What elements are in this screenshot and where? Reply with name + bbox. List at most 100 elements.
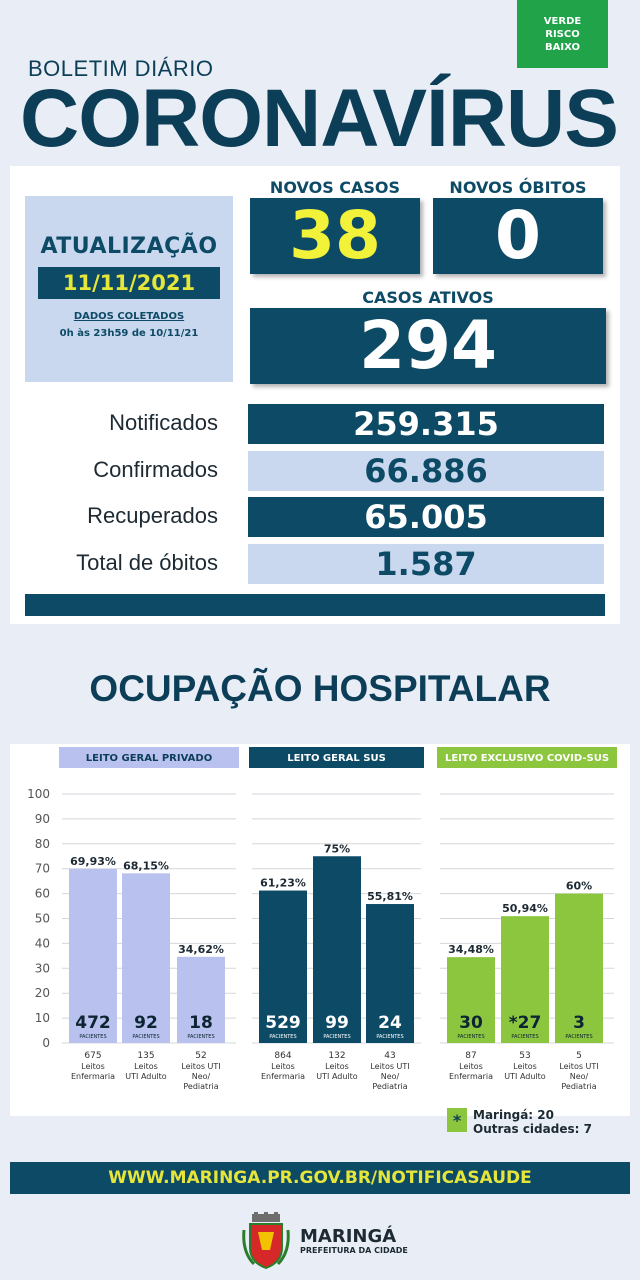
bar-category-label: Leitos bbox=[271, 1062, 295, 1071]
bar-patients-label: PACIENTES bbox=[323, 1034, 350, 1040]
y-tick-label: 20 bbox=[35, 986, 50, 1000]
stat-value: 65.005 bbox=[248, 497, 604, 537]
bar-pct-label: 50,94% bbox=[502, 902, 548, 915]
bar bbox=[69, 868, 117, 1043]
stat-label: Notificados bbox=[109, 410, 218, 435]
risk-line: RISCO bbox=[545, 28, 580, 40]
active-cases-label: CASOS ATIVOS bbox=[362, 288, 494, 307]
update-date: 11/11/2021 bbox=[38, 267, 220, 299]
bar-beds-value: 5 bbox=[576, 1051, 582, 1061]
y-tick-label: 60 bbox=[35, 887, 50, 901]
group-header-label: LEITO EXCLUSIVO COVID-SUS bbox=[445, 753, 609, 764]
new-cases-value: 38 bbox=[250, 198, 420, 274]
group-header-label: LEITO GERAL PRIVADO bbox=[86, 753, 212, 764]
bar-beds-value: 53 bbox=[519, 1051, 530, 1061]
bar-patients-value: 24 bbox=[378, 1013, 402, 1033]
group-header bbox=[437, 747, 617, 768]
bar-category-label: Leitos UTI bbox=[181, 1062, 220, 1071]
bar-category-label: Neo/ bbox=[381, 1072, 400, 1081]
bar-category-label: Leitos UTI bbox=[559, 1062, 598, 1071]
bar bbox=[177, 956, 225, 1043]
risk-line: VERDE bbox=[543, 15, 582, 27]
y-tick-label: 100 bbox=[27, 787, 50, 801]
bar bbox=[259, 890, 307, 1043]
active-cases-value: 294 bbox=[250, 308, 606, 384]
stat-value: 259.315 bbox=[248, 404, 604, 444]
city-entity: PREFEITURA DA CIDADE bbox=[300, 1246, 408, 1255]
bar-patients-label: PACIENTES bbox=[565, 1034, 592, 1040]
y-tick-label: 0 bbox=[42, 1036, 50, 1050]
city-name: MARINGÁ bbox=[300, 1226, 397, 1247]
new-cases-label: NOVOS CASOS bbox=[269, 178, 401, 197]
bar-category-label: Leitos bbox=[81, 1062, 105, 1071]
bar-pct-label: 68,15% bbox=[123, 859, 169, 872]
bar-category-label: Leitos bbox=[513, 1062, 537, 1071]
bar-category-label: Pediatria bbox=[561, 1082, 596, 1091]
bar bbox=[366, 904, 414, 1043]
bar-patients-label: PACIENTES bbox=[79, 1034, 106, 1040]
group-header-label: LEITO GERAL SUS bbox=[287, 753, 386, 764]
legend-symbol: * bbox=[447, 1108, 467, 1132]
group-header bbox=[59, 747, 239, 768]
bar-patients-label: PACIENTES bbox=[269, 1034, 296, 1040]
summary-footer-bar bbox=[25, 594, 605, 616]
hospital-title: OCUPAÇÃO HOSPITALAR bbox=[89, 668, 551, 709]
bar-pct-label: 60% bbox=[566, 880, 592, 893]
bar-beds-value: 675 bbox=[84, 1051, 101, 1061]
bar-patients-value: 30 bbox=[459, 1013, 483, 1033]
bar-patients-label: PACIENTES bbox=[132, 1034, 159, 1040]
bar-pct-label: 34,62% bbox=[178, 943, 224, 956]
group-header bbox=[249, 747, 424, 768]
bar-category-label: Enfermaria bbox=[71, 1072, 115, 1081]
bar bbox=[122, 873, 170, 1043]
bar bbox=[447, 957, 495, 1043]
bar-patients-value: 472 bbox=[75, 1013, 111, 1033]
bar-category-label: Enfermaria bbox=[261, 1072, 305, 1081]
risk-badge: VERDE RISCO BAIXO bbox=[517, 0, 608, 68]
y-tick-label: 50 bbox=[35, 912, 50, 926]
bar-patients-value: 3 bbox=[573, 1013, 585, 1033]
bar-patients-label: PACIENTES bbox=[457, 1034, 484, 1040]
bar-category-label: Pediatria bbox=[372, 1082, 407, 1091]
bar-category-label: UTI Adulto bbox=[125, 1072, 166, 1081]
bar-category-label: Enfermaria bbox=[449, 1072, 493, 1081]
y-tick-label: 90 bbox=[35, 812, 50, 826]
bar-beds-value: 132 bbox=[328, 1051, 345, 1061]
legend-line: Outras cidades: 7 bbox=[473, 1122, 592, 1136]
bar bbox=[313, 856, 361, 1043]
y-tick-label: 10 bbox=[35, 1011, 50, 1025]
bar-beds-value: 43 bbox=[384, 1051, 395, 1061]
bar-category-label: Leitos bbox=[134, 1062, 158, 1071]
bar-category-label: UTI Adulto bbox=[316, 1072, 357, 1081]
update-box: ATUALIZAÇÃO 11/11/2021 DADOS COLETADOS 0… bbox=[25, 196, 233, 382]
y-tick-label: 30 bbox=[35, 961, 50, 975]
bar bbox=[555, 893, 603, 1043]
new-deaths-value: 0 bbox=[433, 198, 603, 274]
stat-label: Confirmados bbox=[93, 457, 218, 482]
stat-label: Recuperados bbox=[87, 503, 218, 528]
bar-beds-value: 52 bbox=[195, 1051, 206, 1061]
stat-value: 66.886 bbox=[248, 451, 604, 491]
bar-category-label: Leitos UTI bbox=[370, 1062, 409, 1071]
notification-url[interactable]: WWW.MARINGA.PR.GOV.BR/NOTIFICASAUDE bbox=[10, 1162, 630, 1194]
bar-pct-label: 69,93% bbox=[70, 855, 116, 868]
bar-patients-value: 18 bbox=[189, 1013, 213, 1033]
risk-line: BAIXO bbox=[545, 41, 580, 53]
city-coat-of-arms-icon bbox=[242, 1212, 290, 1270]
bar-pct-label: 61,23% bbox=[260, 877, 306, 890]
bar-patients-value: 99 bbox=[325, 1013, 349, 1033]
bar-category-label: Pediatria bbox=[183, 1082, 218, 1091]
new-deaths-label: NOVOS ÓBITOS bbox=[449, 178, 587, 197]
bar-category-label: Leitos bbox=[325, 1062, 349, 1071]
bar-patients-label: PACIENTES bbox=[187, 1034, 214, 1040]
bar-patients-label: PACIENTES bbox=[376, 1034, 403, 1040]
bar-patients-value: 529 bbox=[265, 1013, 301, 1033]
update-label: ATUALIZAÇÃO bbox=[40, 234, 218, 259]
bar-beds-value: 135 bbox=[137, 1051, 154, 1061]
bar-category-label: Neo/ bbox=[192, 1072, 211, 1081]
bar-pct-label: 75% bbox=[324, 842, 350, 855]
bar-category-label: Leitos bbox=[459, 1062, 483, 1071]
collected-range: 0h às 23h59 de 10/11/21 bbox=[59, 328, 199, 339]
page-title: CORONAVÍRUS bbox=[20, 73, 619, 164]
stat-value: 1.587 bbox=[248, 544, 604, 584]
